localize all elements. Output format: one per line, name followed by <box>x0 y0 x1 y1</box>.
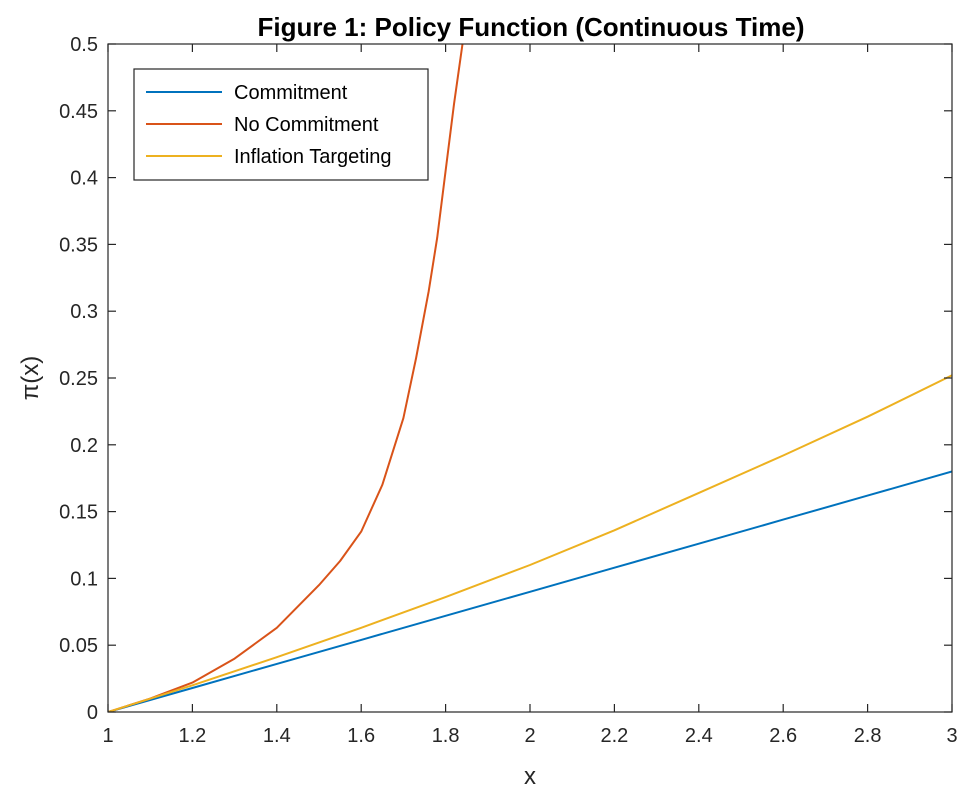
series-line-2 <box>108 44 464 712</box>
legend-item-label: Commitment <box>234 82 348 104</box>
series-line-1 <box>108 470 952 712</box>
y-tick-label: 0.05 <box>59 635 98 657</box>
x-tick-label: 2.4 <box>685 725 713 747</box>
x-tick-label: 1.4 <box>263 725 291 747</box>
y-tick-label: 0 <box>87 702 98 724</box>
x-tick-label: 1.2 <box>178 725 206 747</box>
x-tick-label: 1 <box>102 725 113 747</box>
y-tick-label: 0.35 <box>59 234 98 256</box>
x-tick-label: 3 <box>946 725 957 747</box>
y-tick-label: 0.4 <box>70 168 98 190</box>
y-tick-label: 0.25 <box>59 368 98 390</box>
x-tick-label: 1.6 <box>347 725 375 747</box>
y-tick-label: 0.2 <box>70 435 98 457</box>
x-tick-label: 2.6 <box>769 725 797 747</box>
y-tick-label: 0.45 <box>59 101 98 123</box>
x-tick-label: 2.8 <box>854 725 882 747</box>
x-tick-label: 1.8 <box>432 725 460 747</box>
y-tick-label: 0.3 <box>70 301 98 323</box>
series-line-3 <box>108 374 952 712</box>
tick-layer: 1 1.2 1.4 1.6 1.8 2 2.2 2.4 2.6 2.8 3 0 0.05 0.1 0.15 0… <box>59 34 958 747</box>
y-tick-label: 0.15 <box>59 502 98 524</box>
legend-item-label: Inflation Targeting <box>234 146 392 168</box>
legend: Commitment No Commitment Inflation Targeti… <box>133 68 429 181</box>
y-tick-label: 0.5 <box>70 34 98 56</box>
series-layer <box>108 44 952 712</box>
chart-title: Figure 1: Policy Function (Continuous Ti… <box>258 12 805 42</box>
legend-item-label: No Commitment <box>234 114 379 136</box>
x-axis-label: x <box>524 763 536 790</box>
x-tick-label: 2 <box>524 725 535 747</box>
x-tick-label: 2.2 <box>600 725 628 747</box>
y-tick-label: 0.1 <box>70 568 98 590</box>
y-axis-label: π(x) <box>17 356 44 401</box>
